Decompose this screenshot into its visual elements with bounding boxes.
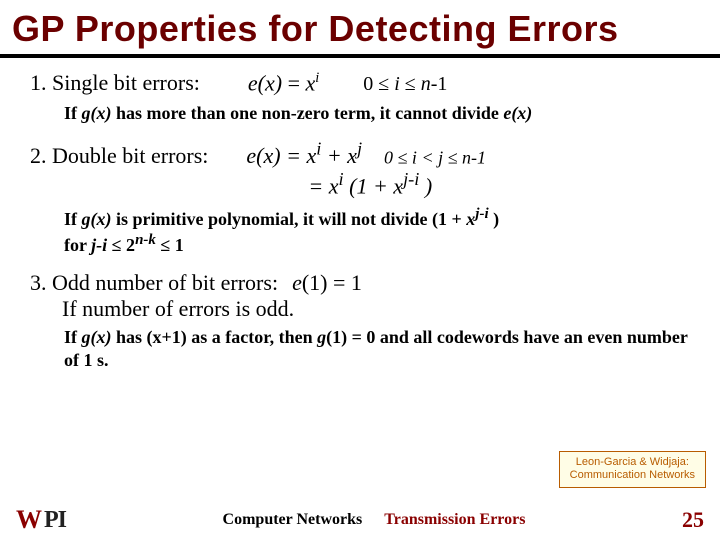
footer-topic: Transmission Errors (384, 511, 525, 529)
item-2-formula-line2: = xi (1 + xj-i ) (308, 169, 432, 199)
item-2: 2. Double bit errors: e(x) = xi + xj 0 ≤… (30, 139, 690, 257)
content-area: 1. Single bit errors: e(x) = xi 0 ≤ i ≤ … (0, 70, 720, 371)
item-2-formula: e(x) = xi + xj 0 ≤ i < j ≤ n-1 = xi (1 +… (246, 139, 486, 200)
item-1-formula: e(x) = xi (248, 70, 319, 96)
logo-pi-letters: PI (44, 507, 66, 534)
item-2-condition: 0 ≤ i < j ≤ n-1 (384, 147, 486, 167)
attribution-box: Leon-Garcia & Widjaja: Communication Net… (559, 451, 706, 489)
title-underline (0, 54, 720, 58)
item-3-label: 3. Odd number of bit errors: (30, 270, 278, 296)
item-2-formula-line1: e(x) = xi + xj (246, 143, 362, 168)
logo-w-letter: W (16, 505, 42, 535)
item-3-formula: e(1) = 1 (292, 270, 362, 296)
item-3-note: If g(x) has (x+1) as a factor, then g(1)… (64, 326, 690, 371)
item-2-label: 2. Double bit errors: (30, 143, 208, 169)
item-1: 1. Single bit errors: e(x) = xi 0 ≤ i ≤ … (30, 70, 690, 125)
item-1-label: 1. Single bit errors: (30, 70, 200, 96)
footer: W PI Computer Networks Transmission Erro… (0, 500, 720, 540)
item-2-note: If g(x) is primitive polynomial, it will… (64, 205, 690, 256)
footer-center: Computer Networks Transmission Errors (66, 511, 682, 529)
attribution-line2: Communication Networks (570, 469, 695, 481)
wpi-logo: W PI (16, 505, 66, 535)
item-3-extra: If number of errors is odd. (62, 296, 690, 322)
item-1-condition: 0 ≤ i ≤ n-1 (363, 73, 447, 96)
item-3: 3. Odd number of bit errors: e(1) = 1 If… (30, 270, 690, 371)
item-1-note: If g(x) has more than one non-zero term,… (64, 102, 690, 125)
page-number: 25 (682, 507, 704, 533)
footer-course: Computer Networks (223, 511, 363, 529)
attribution-line1: Leon-Garcia & Widjaja: (576, 456, 689, 468)
page-title: GP Properties for Detecting Errors (0, 0, 720, 54)
